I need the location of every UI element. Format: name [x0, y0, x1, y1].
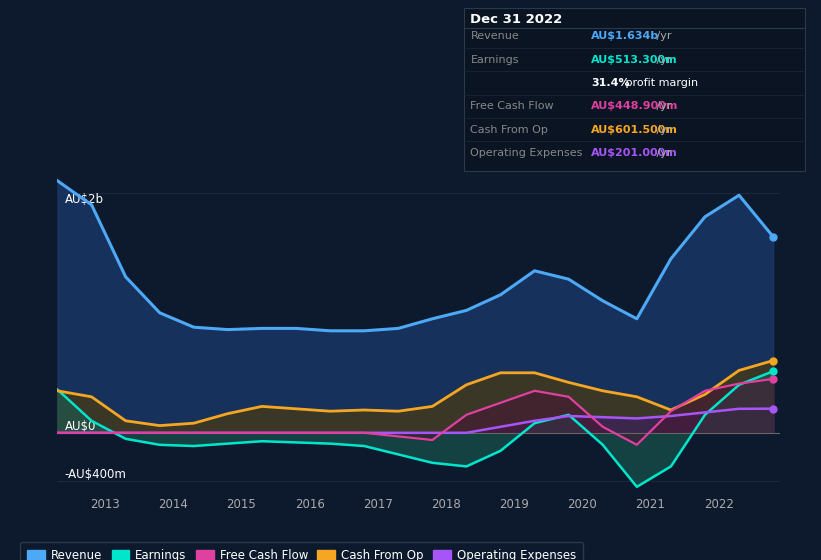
Text: /yr: /yr [653, 148, 672, 158]
Text: Cash From Op: Cash From Op [470, 125, 548, 135]
Legend: Revenue, Earnings, Free Cash Flow, Cash From Op, Operating Expenses: Revenue, Earnings, Free Cash Flow, Cash … [20, 543, 583, 560]
Text: AU$1.634b: AU$1.634b [591, 31, 659, 41]
Text: Free Cash Flow: Free Cash Flow [470, 101, 554, 111]
Text: -AU$400m: -AU$400m [65, 468, 126, 481]
Text: AU$2b: AU$2b [65, 193, 103, 206]
Text: profit margin: profit margin [622, 78, 699, 88]
Text: Dec 31 2022: Dec 31 2022 [470, 13, 562, 26]
Text: AU$448.900m: AU$448.900m [591, 101, 678, 111]
Text: AU$513.300m: AU$513.300m [591, 55, 678, 65]
Text: AU$601.500m: AU$601.500m [591, 125, 678, 135]
Text: /yr: /yr [653, 125, 672, 135]
Text: Operating Expenses: Operating Expenses [470, 148, 583, 158]
Text: /yr: /yr [653, 55, 672, 65]
Text: 31.4%: 31.4% [591, 78, 630, 88]
Text: AU$201.000m: AU$201.000m [591, 148, 678, 158]
Text: Revenue: Revenue [470, 31, 519, 41]
Text: /yr: /yr [653, 31, 672, 41]
Text: /yr: /yr [653, 101, 672, 111]
Text: AU$0: AU$0 [65, 420, 96, 433]
Text: Earnings: Earnings [470, 55, 519, 65]
